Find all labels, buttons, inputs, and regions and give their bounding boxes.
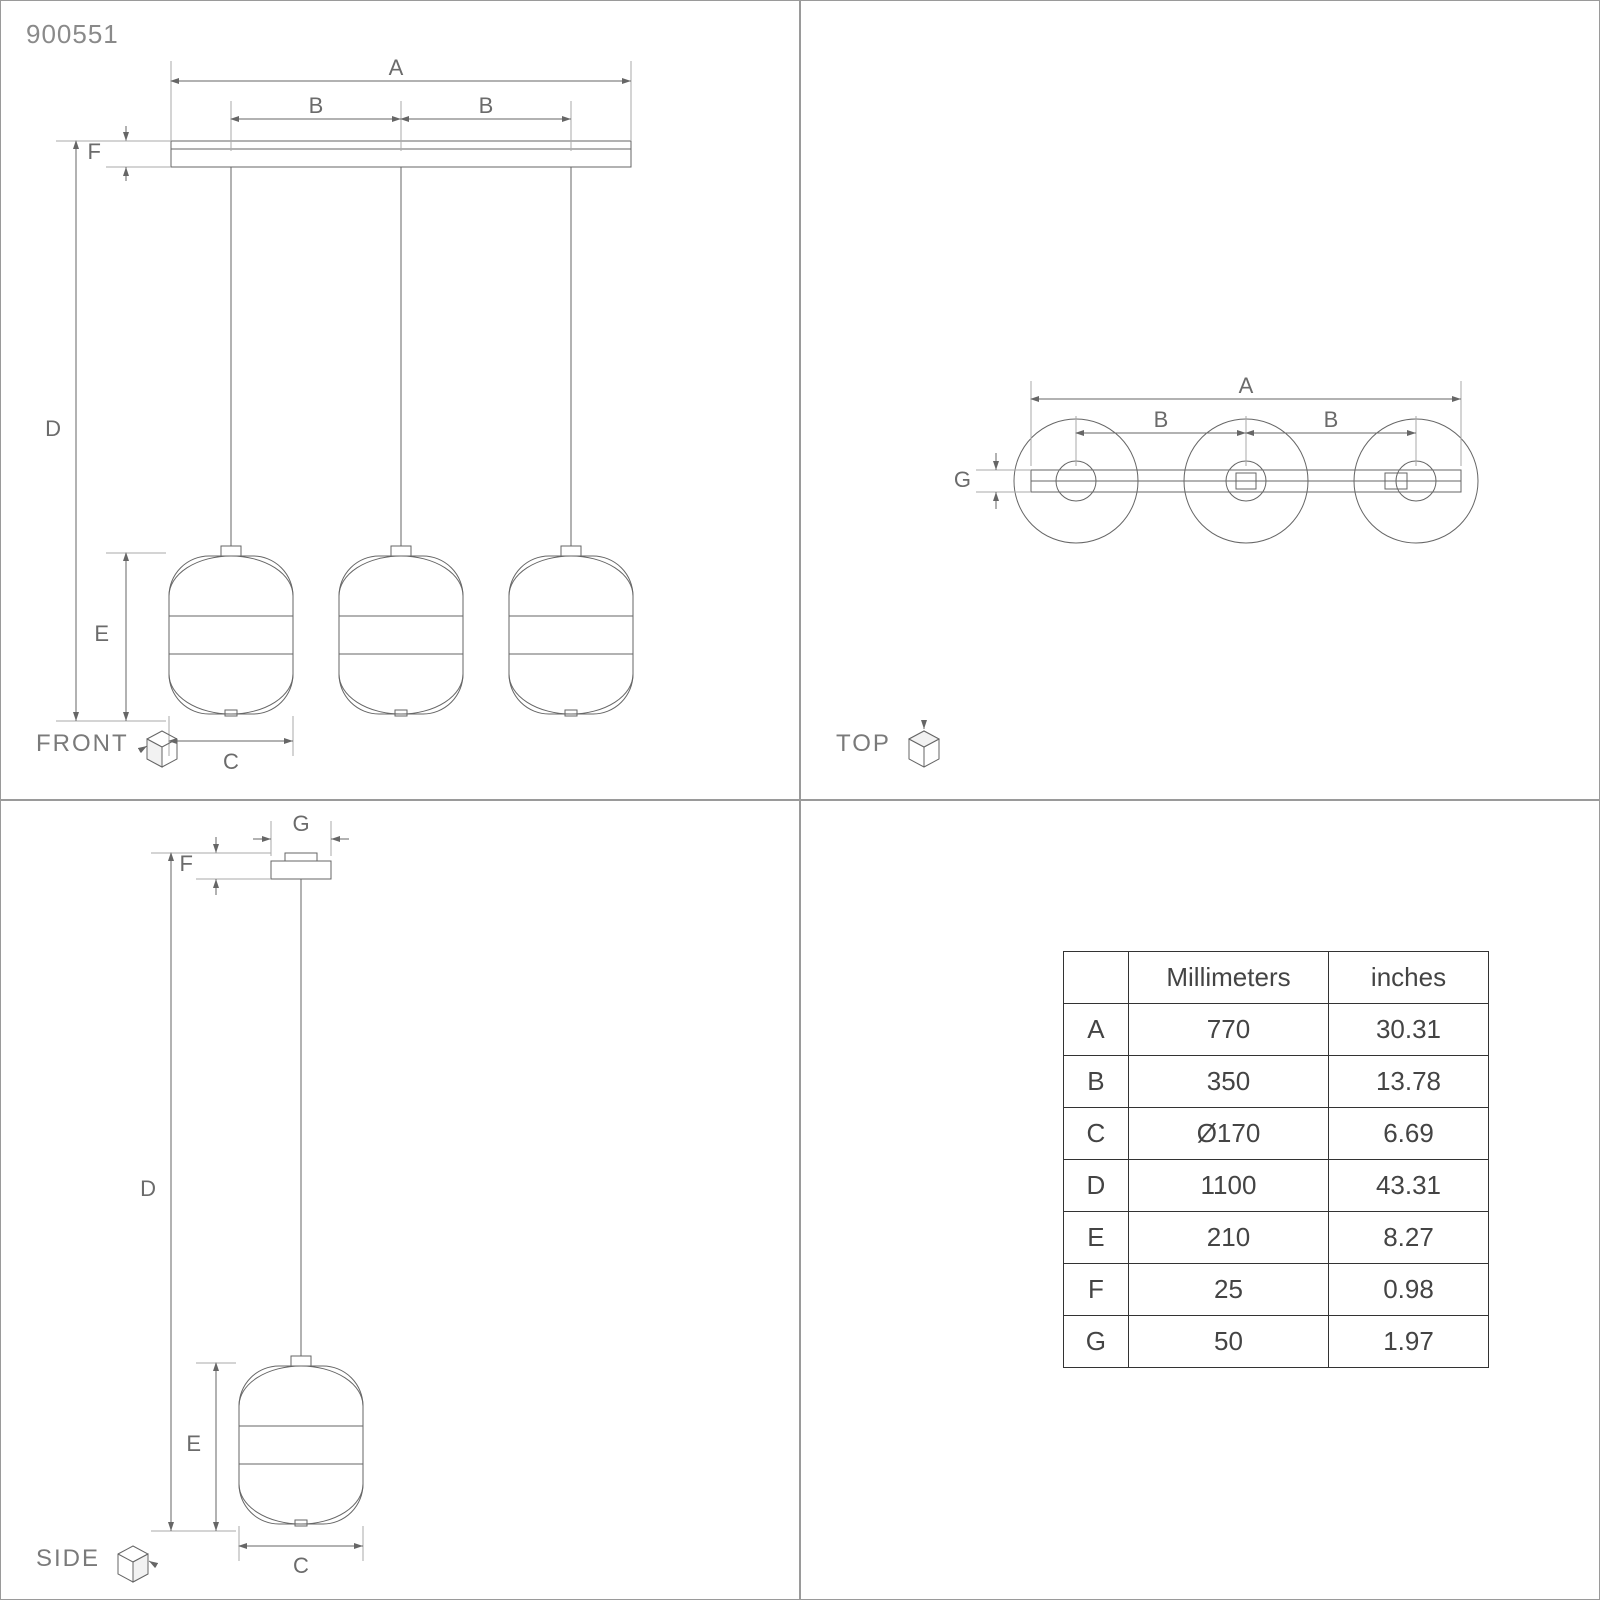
view-label-top-text: TOP	[836, 730, 891, 758]
table-header-mm: Millimeters	[1129, 952, 1329, 1004]
front-drawing: A B B F D E	[1, 1, 800, 800]
cube-icon	[137, 719, 187, 769]
view-label-top: TOP	[836, 719, 949, 769]
dim-key: E	[1063, 1212, 1128, 1264]
table-body: A 770 30.31 B 350 13.78 C Ø170 6.69	[1063, 1004, 1488, 1368]
dim-B1-top: B	[1154, 407, 1169, 432]
dim-key: C	[1063, 1108, 1128, 1160]
dim-in: 13.78	[1329, 1056, 1489, 1108]
view-label-front-text: FRONT	[36, 730, 129, 758]
table-header-blank	[1063, 952, 1128, 1004]
dim-key: F	[1063, 1264, 1128, 1316]
dim-key: G	[1063, 1316, 1128, 1368]
table-row: D 1100 43.31	[1063, 1160, 1488, 1212]
dim-mm: 1100	[1129, 1160, 1329, 1212]
dim-mm: 350	[1129, 1056, 1329, 1108]
dim-F: F	[88, 139, 101, 164]
top-drawing: A B B G	[801, 1, 1600, 800]
dim-B2-top: B	[1324, 407, 1339, 432]
dim-B1: B	[309, 93, 324, 118]
quadrant-table: Millimeters inches A 770 30.31 B 350 13.…	[800, 800, 1600, 1600]
dim-in: 6.69	[1329, 1108, 1489, 1160]
quadrant-side: G F D E C SIDE	[0, 800, 800, 1600]
dim-E-side: E	[186, 1431, 201, 1456]
side-drawing: G F D E C	[1, 801, 800, 1600]
dim-mm: Ø170	[1129, 1108, 1329, 1160]
quadrant-front: 900551	[0, 0, 800, 800]
dim-mm: 50	[1129, 1316, 1329, 1368]
view-label-side-text: SIDE	[36, 1545, 100, 1573]
cube-icon	[108, 1534, 158, 1584]
view-label-front: FRONT	[36, 719, 187, 769]
table-row: E 210 8.27	[1063, 1212, 1488, 1264]
dim-G-top: G	[954, 467, 971, 492]
dim-A-top: A	[1239, 373, 1254, 398]
dim-G-side: G	[292, 811, 309, 836]
dim-key: A	[1063, 1004, 1128, 1056]
dim-in: 43.31	[1329, 1160, 1489, 1212]
product-code: 900551	[26, 19, 119, 50]
dim-key: D	[1063, 1160, 1128, 1212]
dim-A: A	[389, 55, 404, 80]
dim-mm: 770	[1129, 1004, 1329, 1056]
dim-D: D	[45, 416, 61, 441]
table-row: A 770 30.31	[1063, 1004, 1488, 1056]
dim-D-side: D	[140, 1176, 156, 1201]
dim-mm: 210	[1129, 1212, 1329, 1264]
table-header-row: Millimeters inches	[1063, 952, 1488, 1004]
dim-C: C	[223, 749, 239, 774]
dim-key: B	[1063, 1056, 1128, 1108]
cube-icon	[899, 719, 949, 769]
dimension-table: Millimeters inches A 770 30.31 B 350 13.…	[1063, 951, 1489, 1368]
dim-mm: 25	[1129, 1264, 1329, 1316]
dim-in: 8.27	[1329, 1212, 1489, 1264]
table-row: C Ø170 6.69	[1063, 1108, 1488, 1160]
dim-in: 0.98	[1329, 1264, 1489, 1316]
table-row: F 25 0.98	[1063, 1264, 1488, 1316]
dim-E: E	[94, 621, 109, 646]
table-row: G 50 1.97	[1063, 1316, 1488, 1368]
dim-in: 1.97	[1329, 1316, 1489, 1368]
quadrant-top: A B B G TOP	[800, 0, 1600, 800]
dim-F-side: F	[180, 851, 193, 876]
dim-C-side: C	[293, 1553, 309, 1578]
view-label-side: SIDE	[36, 1534, 158, 1584]
table-header-in: inches	[1329, 952, 1489, 1004]
dim-in: 30.31	[1329, 1004, 1489, 1056]
table-row: B 350 13.78	[1063, 1056, 1488, 1108]
dim-B2: B	[479, 93, 494, 118]
drawing-grid: 900551	[0, 0, 1600, 1600]
